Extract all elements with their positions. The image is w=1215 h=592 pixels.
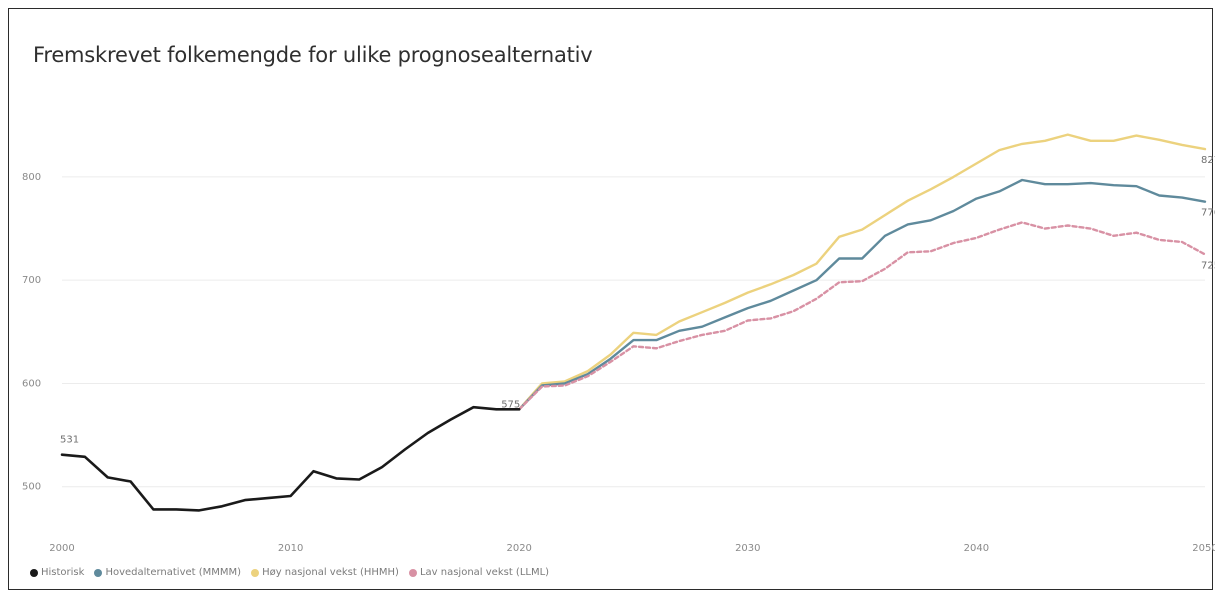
y-tick-label-800: 800	[22, 172, 41, 183]
series-line-hovedalternativet-mmmm	[518, 178, 1207, 411]
legend-label: Historisk	[41, 567, 85, 578]
legend-label: Hovedalternativet (MMMM)	[105, 567, 242, 578]
legend-item-historisk: Historisk	[30, 567, 84, 578]
x-tick-label-2020: 2020	[506, 543, 531, 554]
x-tick-label-2010: 2010	[278, 543, 303, 554]
legend-item-lav-nasjonal-vekst-llml: Lav nasjonal vekst (LLML)	[408, 567, 550, 578]
y-tick-label-600: 600	[22, 378, 41, 389]
series-line-lav-nasjonal-vekst-llml	[518, 221, 1207, 411]
x-tick-label-2040: 2040	[964, 543, 989, 554]
x-tick-label-2050: 2050	[1192, 543, 1215, 554]
y-tick-label-500: 500	[22, 482, 41, 493]
legend-swatch	[251, 568, 260, 577]
chart-title: Fremskrevet folkemengde for ulike progno…	[33, 43, 593, 67]
legend-item-hovedalternativet-mmmm: Hovedalternativet (MMMM)	[94, 567, 241, 578]
legend-swatch	[94, 568, 103, 577]
legend-label: Lav nasjonal vekst (LLML)	[419, 567, 550, 578]
data-label-827: 827	[1201, 155, 1215, 166]
x-tick-label-2030: 2030	[735, 543, 760, 554]
data-label-725: 725	[1201, 260, 1215, 271]
legend-swatch	[30, 568, 38, 577]
series-line-h-y-nasjonal-vekst-hhmh	[518, 133, 1207, 411]
data-label-575: 575	[501, 399, 520, 410]
legend-label: Høy nasjonal vekst (HHMH)	[262, 567, 399, 578]
chart-legend: Historisk Hovedalternativet (MMMM) Høy nas…	[30, 567, 549, 578]
data-label-531: 531	[60, 435, 79, 446]
series-line-historisk	[60, 405, 521, 512]
legend-item-h-y-nasjonal-vekst-hhmh: Høy nasjonal vekst (HHMH)	[251, 567, 399, 578]
chart-frame: Fremskrevet folkemengde for ulike progno…	[8, 8, 1213, 590]
y-tick-label-700: 700	[22, 275, 41, 286]
legend-swatch	[408, 568, 417, 577]
data-label-776: 776	[1201, 208, 1215, 219]
x-tick-label-2000: 2000	[49, 543, 74, 554]
